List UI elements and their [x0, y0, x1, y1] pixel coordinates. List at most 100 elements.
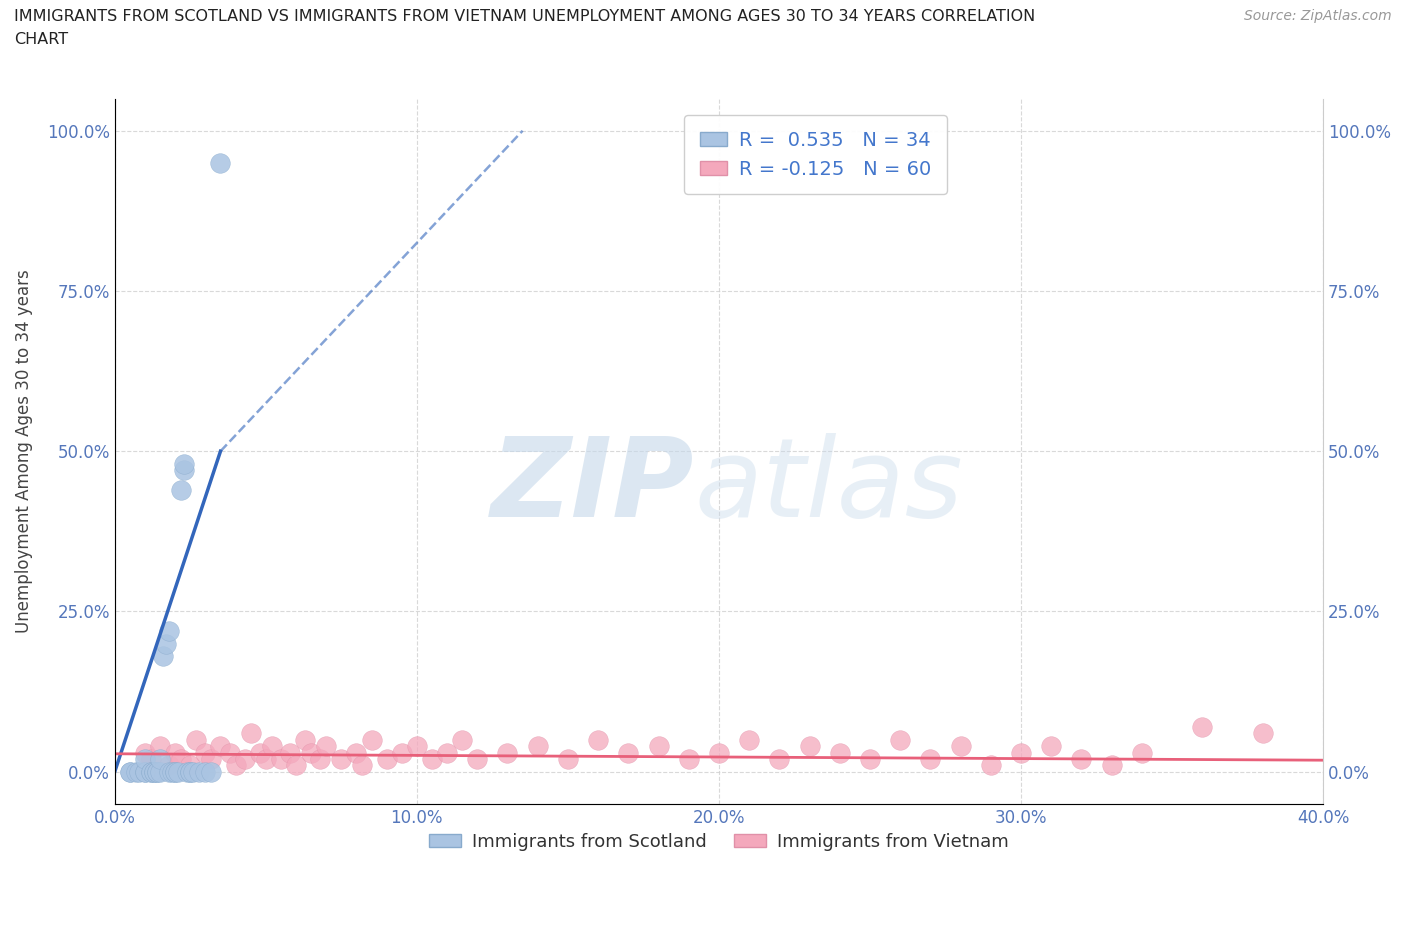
Point — [155, 636, 177, 651]
Point — [209, 738, 232, 753]
Y-axis label: Unemployment Among Ages 30 to 34 years: Unemployment Among Ages 30 to 34 years — [15, 270, 32, 633]
Point — [173, 457, 195, 472]
Point — [209, 155, 232, 170]
Point — [146, 764, 169, 779]
Point — [179, 764, 201, 779]
Text: IMMIGRANTS FROM SCOTLAND VS IMMIGRANTS FROM VIETNAM UNEMPLOYMENT AMONG AGES 30 T: IMMIGRANTS FROM SCOTLAND VS IMMIGRANTS F… — [14, 9, 1035, 46]
Point — [118, 764, 141, 779]
Point — [678, 751, 700, 766]
Point — [200, 764, 222, 779]
Point — [125, 764, 148, 779]
Point — [285, 758, 308, 773]
Point — [1010, 745, 1032, 760]
Point — [118, 764, 141, 779]
Point — [949, 738, 972, 753]
Point — [157, 623, 180, 638]
Point — [218, 745, 240, 760]
Point — [768, 751, 790, 766]
Text: ZIP: ZIP — [491, 433, 695, 540]
Point — [1101, 758, 1123, 773]
Point — [186, 732, 208, 747]
Point — [179, 764, 201, 779]
Point — [309, 751, 332, 766]
Point — [134, 764, 156, 779]
Point — [165, 764, 187, 779]
Point — [707, 745, 730, 760]
Point — [139, 764, 162, 779]
Point — [526, 738, 548, 753]
Point — [165, 764, 187, 779]
Point — [647, 738, 669, 753]
Point — [1070, 751, 1092, 766]
Point — [1191, 720, 1213, 735]
Point — [176, 764, 198, 779]
Point — [149, 764, 172, 779]
Text: Source: ZipAtlas.com: Source: ZipAtlas.com — [1244, 9, 1392, 23]
Point — [260, 738, 283, 753]
Point — [1040, 738, 1063, 753]
Point — [139, 764, 162, 779]
Point — [157, 758, 180, 773]
Point — [436, 745, 458, 760]
Point — [143, 764, 166, 779]
Point — [165, 745, 187, 760]
Point — [188, 764, 211, 779]
Point — [179, 758, 201, 773]
Point — [143, 764, 166, 779]
Point — [134, 751, 156, 766]
Point — [200, 751, 222, 766]
Point — [465, 751, 488, 766]
Point — [889, 732, 911, 747]
Point — [391, 745, 413, 760]
Point — [294, 732, 316, 747]
Point — [239, 725, 262, 740]
Point — [278, 745, 301, 760]
Point — [799, 738, 821, 753]
Point — [352, 758, 374, 773]
Point — [233, 751, 256, 766]
Point — [496, 745, 519, 760]
Point — [134, 745, 156, 760]
Point — [360, 732, 382, 747]
Point — [920, 751, 942, 766]
Point — [157, 764, 180, 779]
Point — [160, 764, 183, 779]
Point — [139, 751, 162, 766]
Point — [167, 764, 190, 779]
Point — [405, 738, 427, 753]
Point — [346, 745, 368, 760]
Text: atlas: atlas — [695, 433, 963, 540]
Legend: Immigrants from Scotland, Immigrants from Vietnam: Immigrants from Scotland, Immigrants fro… — [422, 826, 1017, 858]
Point — [375, 751, 398, 766]
Point — [451, 732, 474, 747]
Point — [152, 649, 174, 664]
Point — [738, 732, 761, 747]
Point — [149, 751, 172, 766]
Point — [859, 751, 882, 766]
Point — [1251, 725, 1274, 740]
Point — [617, 745, 640, 760]
Point — [980, 758, 1002, 773]
Point — [194, 745, 217, 760]
Point — [270, 751, 292, 766]
Point — [170, 483, 193, 498]
Point — [194, 764, 217, 779]
Point — [249, 745, 271, 760]
Point — [828, 745, 851, 760]
Point — [420, 751, 443, 766]
Point — [149, 738, 172, 753]
Point — [170, 751, 193, 766]
Point — [315, 738, 337, 753]
Point — [134, 764, 156, 779]
Point — [181, 764, 204, 779]
Point — [128, 764, 150, 779]
Point — [146, 764, 169, 779]
Point — [586, 732, 609, 747]
Point — [254, 751, 277, 766]
Point — [1130, 745, 1153, 760]
Point — [225, 758, 247, 773]
Point — [557, 751, 579, 766]
Point — [173, 463, 195, 478]
Point — [330, 751, 353, 766]
Point — [299, 745, 322, 760]
